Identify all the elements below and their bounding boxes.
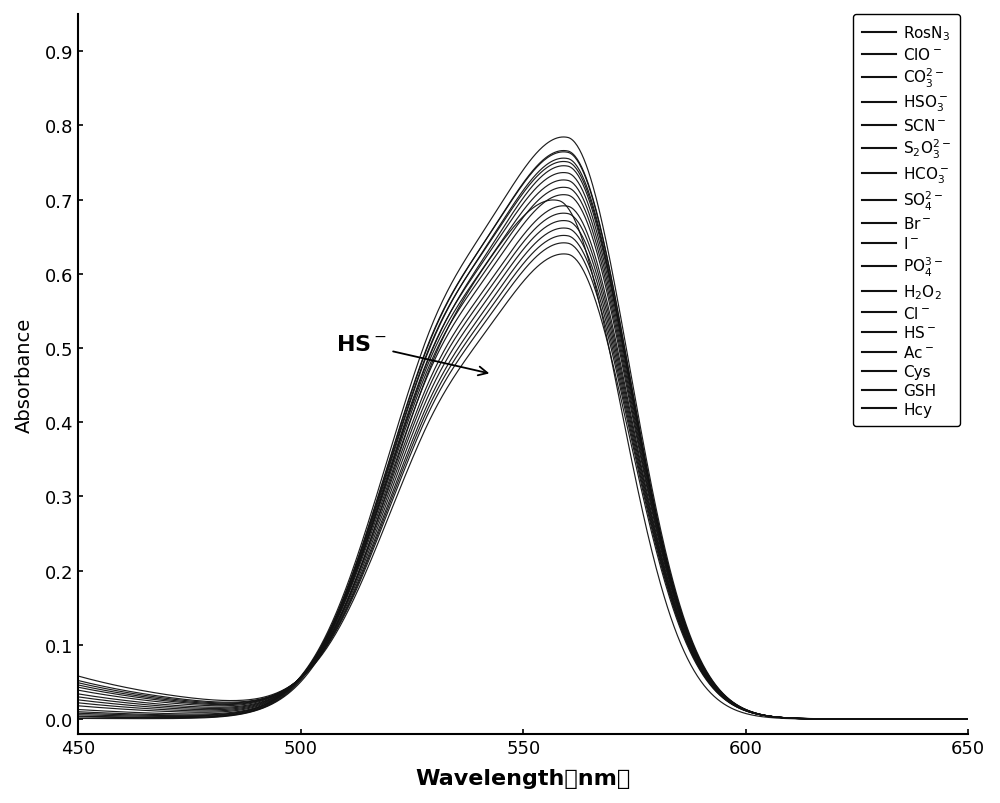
Text: HS$^-$: HS$^-$ [336, 335, 487, 376]
X-axis label: Wavelength（nm）: Wavelength（nm） [416, 768, 631, 788]
Y-axis label: Absorbance: Absorbance [15, 317, 34, 432]
Legend: RosN$_3$, ClO$^-$, CO$_3^{2-}$, HSO$_3^-$, SCN$^-$, S$_2$O$_3^{2-}$, HCO$_3^-$, : RosN$_3$, ClO$^-$, CO$_3^{2-}$, HSO$_3^-… [853, 15, 960, 426]
